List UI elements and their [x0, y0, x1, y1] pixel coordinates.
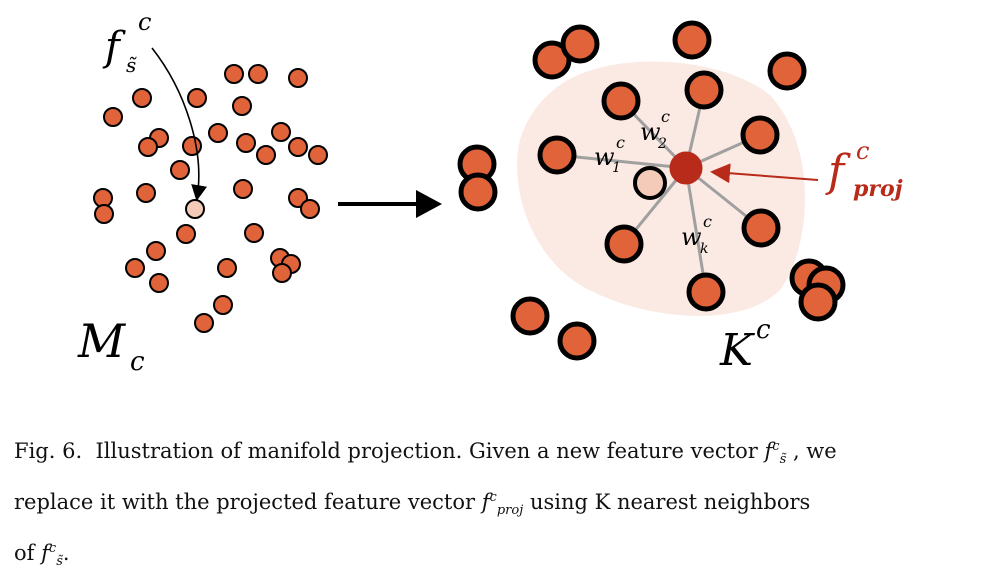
neighbor-point — [560, 24, 600, 64]
neighbor-point — [557, 321, 597, 361]
neighbor-spoke — [556, 153, 687, 170]
query-pointer-arrow — [151, 47, 207, 202]
knn-label: K — [719, 325, 755, 376]
manifold-point — [170, 160, 190, 180]
right-arrow-icon — [338, 190, 442, 218]
manifold-point — [187, 88, 207, 108]
query-point — [185, 199, 205, 219]
neighbor-spoke — [684, 167, 708, 293]
manifold-point — [176, 224, 196, 244]
manifold-point — [146, 241, 166, 261]
weight-label-k-sup: c — [703, 212, 712, 231]
caption-text-1: Illustration of manifold projection. Giv… — [95, 439, 758, 463]
knn-label-sup: c — [756, 315, 771, 345]
caption-symbol-query-2: fcs̃ — [41, 541, 63, 570]
neighbor-point — [672, 20, 712, 60]
weight-label-1: w — [594, 143, 615, 171]
neighbor-point — [601, 81, 641, 121]
neighbor-point — [604, 224, 644, 264]
projection-label: f — [825, 146, 851, 197]
manifold-point — [94, 204, 114, 224]
caption-text-3: of — [14, 541, 35, 566]
weight-label-2-sub: 2 — [657, 136, 667, 152]
manifold-projection-diagram: f s̃ c M c w 1 c w 2 c w k c f c proj K … — [77, 8, 903, 377]
manifold-point — [288, 137, 308, 157]
weight-label-k: w — [681, 223, 702, 251]
weight-label-1-sub: 1 — [612, 160, 621, 176]
manifold-point — [208, 123, 228, 143]
manifold-point — [244, 223, 264, 243]
manifold-point — [271, 122, 291, 142]
weight-label-2-sup: c — [661, 107, 670, 126]
manifold-point — [149, 273, 169, 293]
manifold-points — [93, 64, 328, 333]
weight-label-1-sup: c — [616, 133, 625, 152]
manifold-point — [182, 136, 202, 156]
projected-point — [669, 151, 703, 185]
neighbor-point — [741, 208, 781, 248]
weight-label-2: w — [640, 118, 661, 146]
caption-text-2: replace it with the projected feature ve… — [14, 490, 476, 515]
neighbor-point — [537, 135, 577, 175]
manifold-point — [233, 179, 253, 199]
weight-label-k-sub: k — [700, 241, 708, 257]
manifold-point — [138, 137, 158, 157]
caption-text-3-end: . — [62, 541, 70, 566]
neighbor-points — [457, 20, 846, 361]
manifold-point — [256, 145, 276, 165]
manifold-point — [288, 68, 308, 88]
query-label-sub: s̃ — [126, 53, 137, 77]
manifold-point — [232, 96, 252, 116]
manifold-point — [248, 64, 268, 84]
caption-fig-label: Fig. 6. — [14, 439, 83, 463]
neighbor-point — [767, 51, 807, 91]
caption-line-1: Fig. 6. Illustration of manifold project… — [14, 428, 976, 479]
caption-line-2: replace it with the projected feature ve… — [14, 479, 976, 530]
query-point-right — [633, 166, 667, 200]
caption-text-1-end: , we — [792, 439, 837, 463]
query-label-sup: c — [138, 8, 151, 36]
manifold-label: M — [77, 314, 127, 368]
projection-label-sub: proj — [853, 176, 903, 202]
manifold-point — [125, 258, 145, 278]
manifold-point — [308, 145, 328, 165]
projection-pointer-arrow — [710, 163, 819, 184]
neighbor-point — [740, 115, 780, 155]
manifold-point — [217, 258, 237, 278]
neighbor-point — [458, 172, 498, 212]
manifold-label-sub: c — [130, 347, 145, 377]
manifold-point — [194, 313, 214, 333]
manifold-panel: f s̃ c M c — [77, 8, 328, 377]
projection-label-sup: c — [856, 137, 869, 165]
manifold-point — [103, 107, 123, 127]
caption-symbol-query: fcs̃ — [764, 439, 787, 468]
knn-panel: w 1 c w 2 c w k c f c proj K c — [457, 20, 903, 376]
neighbor-point — [798, 282, 838, 322]
neighbor-point — [684, 70, 724, 110]
caption-symbol-proj: fcproj — [481, 490, 524, 519]
manifold-point — [132, 88, 152, 108]
query-label: f — [102, 24, 126, 70]
manifold-point — [213, 295, 233, 315]
manifold-point — [272, 263, 292, 283]
figure-caption: Fig. 6. Illustration of manifold project… — [14, 428, 976, 582]
manifold-point — [224, 64, 244, 84]
neighbor-point — [686, 272, 726, 312]
neighbor-point — [510, 296, 550, 336]
manifold-point — [236, 133, 256, 153]
manifold-point — [136, 183, 156, 203]
caption-text-2-end: using K nearest neighbors — [529, 490, 811, 515]
manifold-point — [300, 199, 320, 219]
